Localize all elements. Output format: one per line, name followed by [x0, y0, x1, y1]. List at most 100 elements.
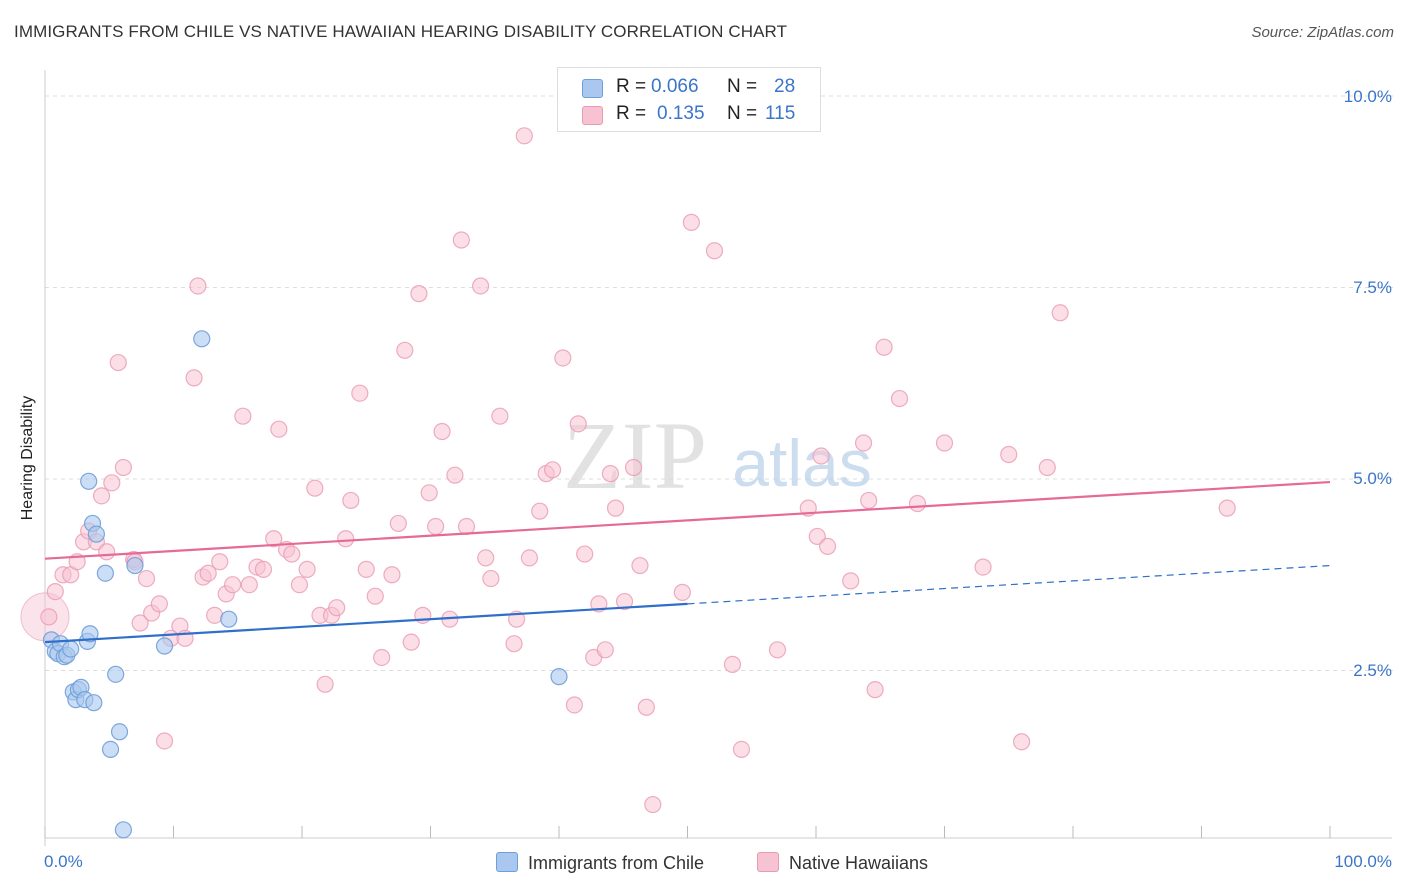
data-point [491, 407, 509, 425]
n-label: N = [727, 103, 758, 124]
data-point [46, 583, 64, 601]
data-point [351, 384, 369, 402]
data-point [337, 530, 355, 548]
data-point [420, 484, 438, 502]
legend-item-chile[interactable]: Immigrants from Chile [496, 852, 704, 874]
data-point [644, 795, 662, 814]
data-point [396, 341, 414, 359]
data-point [637, 698, 655, 716]
data-point [854, 434, 873, 452]
data-point [554, 349, 572, 367]
r-value: 0.066 [651, 76, 699, 97]
data-point [103, 474, 121, 492]
data-point [520, 549, 539, 567]
stats-box: R = 0.066 N = 28 R = 0.135 N = 115 [557, 67, 821, 132]
data-point [682, 213, 700, 231]
data-point [631, 556, 649, 575]
data-point [193, 330, 211, 348]
data-point [410, 285, 428, 303]
hawaiians-trend-line [44, 480, 1331, 560]
data-point [342, 491, 360, 510]
data-point [389, 514, 407, 533]
data-point [576, 545, 594, 563]
trend-lines [44, 480, 1331, 644]
data-point [723, 655, 742, 673]
watermark-zip: ZIP [563, 402, 707, 509]
data-point [290, 576, 309, 594]
data-point [818, 537, 837, 556]
data-point [87, 525, 106, 543]
data-point [81, 625, 99, 643]
y-tick-2-5: 2.5% [1353, 661, 1392, 680]
data-point [206, 606, 224, 624]
chart-title: IMMIGRANTS FROM CHILE VS NATIVE HAWAIIAN… [14, 22, 788, 41]
data-point [240, 576, 258, 594]
native-hawaiians-points [20, 127, 1236, 814]
data-point [860, 491, 878, 510]
y-tick-10-0: 10.0% [1343, 87, 1392, 106]
data-point [875, 338, 893, 356]
data-point [472, 277, 490, 295]
source-label: Source: ZipAtlas.com [1251, 24, 1394, 41]
data-point [615, 592, 634, 611]
legend-swatch-icon [496, 852, 518, 872]
data-point [189, 277, 207, 295]
data-point [550, 668, 568, 686]
data-point [601, 465, 620, 483]
data-point [306, 479, 324, 497]
n-value: 115 [765, 103, 796, 124]
data-point [107, 665, 125, 683]
data-point [62, 640, 80, 658]
data-point [40, 608, 58, 626]
data-point [446, 466, 464, 484]
data-point [808, 527, 826, 546]
data-point [366, 587, 384, 605]
data-point [328, 599, 346, 617]
data-point [131, 614, 149, 632]
hawaiians-swatch-icon [582, 106, 603, 125]
legend-label: Native Hawaiians [789, 853, 929, 873]
axes [44, 70, 1392, 846]
x-tick-max: 100.0% [1334, 852, 1392, 871]
data-point [482, 569, 500, 588]
r-value: 0.135 [657, 103, 705, 124]
data-point [110, 723, 129, 741]
data-point [373, 648, 391, 667]
chile-trend-extension [687, 564, 1331, 605]
data-point [80, 472, 98, 490]
data-point [1051, 304, 1069, 322]
data-point [1038, 458, 1056, 477]
n-value: 28 [774, 76, 796, 97]
data-point [569, 415, 587, 433]
data-point [224, 576, 242, 594]
data-point [109, 353, 127, 372]
r-label: R = [616, 76, 647, 97]
data-point [283, 545, 301, 563]
data-point [812, 447, 830, 465]
data-point [199, 564, 217, 582]
legend-swatch-icon [757, 852, 779, 872]
data-point [624, 458, 643, 477]
chile-swatch-icon [582, 79, 603, 98]
data-point [974, 558, 992, 576]
data-point [316, 675, 334, 693]
data-point [1000, 445, 1018, 464]
data-point [155, 637, 174, 655]
legend-item-hawaiians[interactable]: Native Hawaiians [757, 852, 928, 874]
data-point [155, 732, 174, 750]
data-point [357, 560, 375, 578]
data-point [732, 740, 751, 758]
data-point [101, 740, 120, 758]
data-point [92, 487, 111, 505]
data-point [457, 517, 476, 536]
data-point [866, 681, 884, 699]
data-point [98, 543, 116, 561]
r-label: R = [616, 103, 647, 124]
data-point [515, 127, 533, 145]
y-tick-7-5: 7.5% [1353, 278, 1392, 297]
watermark: ZIP atlas [563, 402, 872, 509]
data-point [96, 564, 114, 582]
data-point [606, 499, 625, 517]
data-point [265, 530, 283, 548]
data-point [452, 231, 470, 249]
